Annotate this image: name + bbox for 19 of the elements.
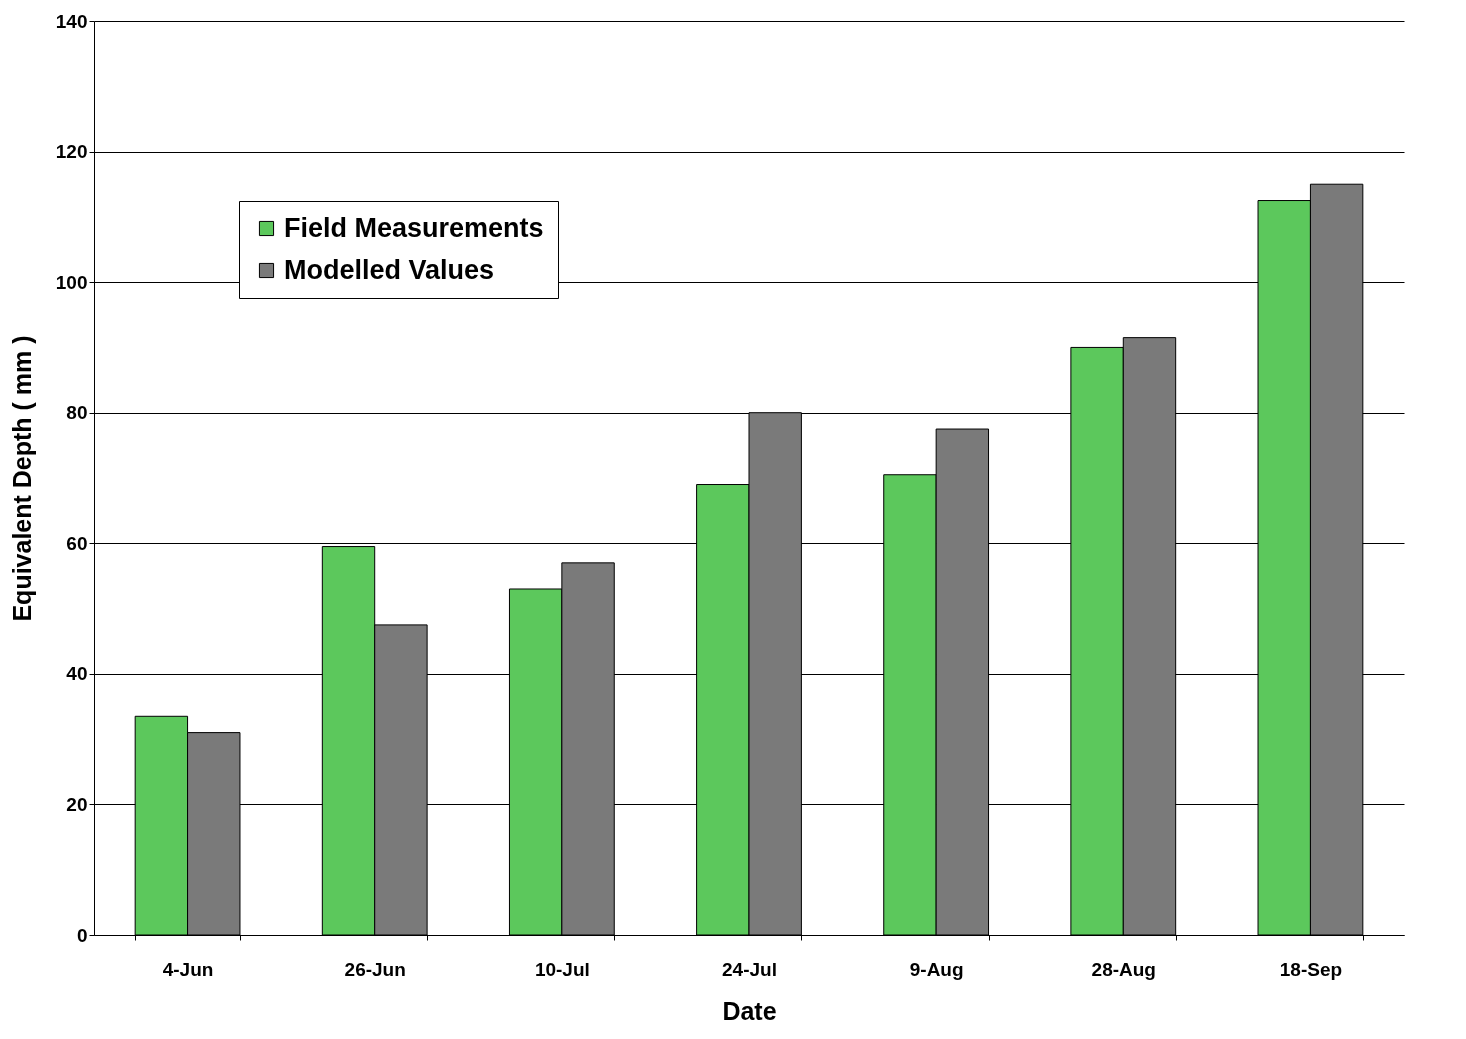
- x-tick-label: 9-Aug: [909, 958, 964, 980]
- x-tick-label: 10-Jul: [534, 958, 590, 980]
- y-tick-label: 100: [55, 271, 88, 293]
- x-axis-title: Date: [722, 996, 777, 1025]
- x-tick-label: 26-Jun: [344, 958, 406, 980]
- y-axis-title: Equivalent Depth ( mm ): [7, 335, 36, 622]
- y-tick-label: 20: [66, 793, 88, 815]
- y-tick-label: 40: [66, 663, 88, 685]
- x-tick-label: 18-Sep: [1279, 958, 1343, 980]
- y-tick-label: 60: [66, 532, 88, 554]
- y-tick-label: 80: [66, 402, 88, 424]
- y-tick-label: 140: [55, 10, 88, 32]
- x-tick-label: 28-Aug: [1091, 958, 1156, 980]
- y-tick-label: 120: [55, 141, 88, 163]
- y-tick-label: 0: [76, 924, 88, 946]
- legend-label: Field Measurements: [284, 212, 544, 243]
- x-tick-label: 24-Jul: [722, 958, 777, 980]
- legend-label: Modelled Values: [284, 254, 495, 285]
- x-tick-label: 4-Jun: [162, 958, 214, 980]
